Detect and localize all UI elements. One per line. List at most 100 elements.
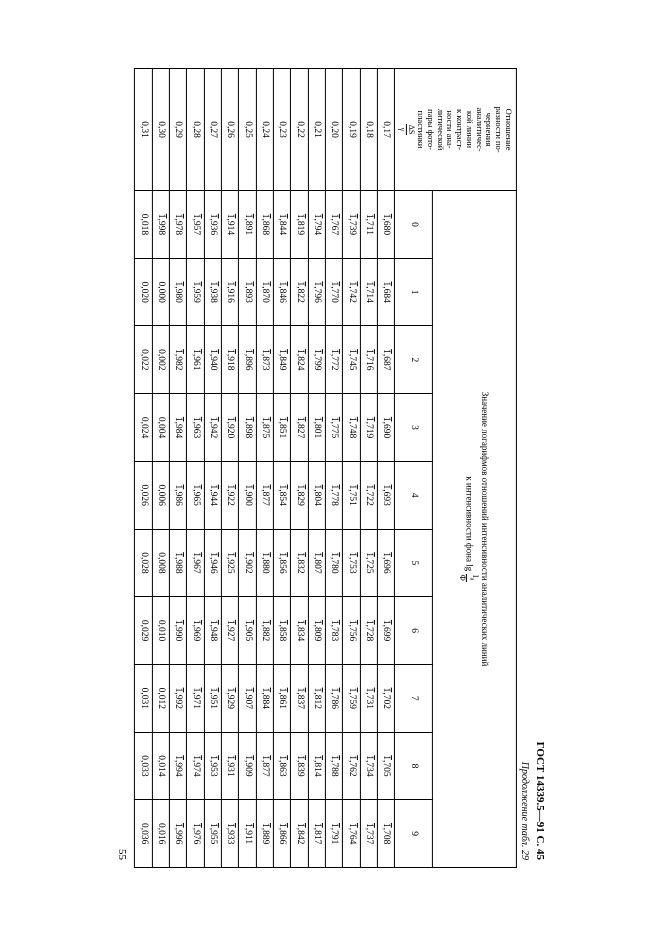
data-cell: 1,839 [290,732,307,800]
data-cell: 0,014 [151,732,168,800]
data-cell: 1,748 [342,393,359,461]
col-group-header: Значение логарифмов отношений интенсивно… [432,190,516,867]
data-cell: 1,725 [360,529,377,597]
row-header: 0,17 [377,68,394,190]
col-header: 0 [394,190,431,258]
data-cell: 1,955 [203,799,220,867]
data-cell: 1,898 [238,393,255,461]
data-cell: 1,834 [290,596,307,664]
data-cell: 1,799 [308,325,325,393]
data-cell: 1,863 [273,732,290,800]
data-cell: 1,814 [308,732,325,800]
data-cell: 1,767 [325,190,342,258]
data-cell: 1,891 [238,190,255,258]
data-cell: 1,770 [325,258,342,326]
data-cell: 0,031 [134,664,151,732]
data-cell: 1,994 [169,732,186,800]
table-row: 0,201,7671,7701,7721,7751,7781,7801,7831… [325,68,342,867]
data-cell: 1,959 [186,258,203,326]
col-header: 5 [394,529,431,597]
col-header: 1 [394,258,431,326]
data-cell: 1,944 [203,461,220,529]
data-cell: 1,804 [308,461,325,529]
data-cell: 1,794 [308,190,325,258]
data-cell: 0,006 [151,461,168,529]
row-header: 0,24 [256,68,273,190]
doc-header: ГОСТ 14339.5—91 С. 45 [533,68,545,868]
data-cell: 1,884 [256,664,273,732]
data-cell: 1,851 [273,393,290,461]
row-header: 0,28 [186,68,203,190]
row-header: 0,19 [342,68,359,190]
data-cell: 1,759 [342,664,359,732]
data-cell: 0,004 [151,393,168,461]
data-cell: 1,929 [221,664,238,732]
data-cell: 1,971 [186,664,203,732]
data-cell: 1,996 [169,799,186,867]
data-cell: 1,911 [238,799,255,867]
row-header: 0,29 [169,68,186,190]
table-body: 0,171,6801,6841,6871,6901,6931,6961,6991… [134,68,394,867]
data-cell: 0,018 [134,190,151,258]
data-cell: 1,961 [186,325,203,393]
data-cell: 1,829 [290,461,307,529]
data-cell: 1,907 [238,664,255,732]
data-cell: 1,953 [203,732,220,800]
data-cell: 1,705 [377,732,394,800]
data-cell: 1,902 [238,529,255,597]
table-row: 0,271,9361,9381,9401,9421,9441,9461,9481… [203,68,220,867]
data-cell: 1,772 [325,325,342,393]
data-cell: 1,942 [203,393,220,461]
data-cell: 1,819 [290,190,307,258]
page-container: ГОСТ 14339.5—91 С. 45 Продолжение табл. … [116,68,546,868]
data-cell: 1,889 [256,799,273,867]
row-header: 0,23 [273,68,290,190]
data-cell: 1,893 [238,258,255,326]
data-cell: 1,938 [203,258,220,326]
data-cell: 1,909 [238,732,255,800]
data-cell: 1,796 [308,258,325,326]
data-table: Отношениеразности по-черненияаналитичес-… [134,68,517,868]
data-cell: 1,914 [221,190,238,258]
row-header-title: Отношениеразности по-черненияаналитичес-… [394,68,516,190]
data-cell: 0,028 [134,529,151,597]
data-cell: 1,728 [360,596,377,664]
data-cell: 1,882 [256,596,273,664]
table-row: 0,181,7111,7141,7161,7191,7221,7251,7281… [360,68,377,867]
data-cell: 1,716 [360,325,377,393]
table-row: 0,171,6801,6841,6871,6901,6931,6961,6991… [377,68,394,867]
data-cell: 1,753 [342,529,359,597]
data-cell: 1,764 [342,799,359,867]
data-cell: 1,762 [342,732,359,800]
data-cell: 1,868 [256,190,273,258]
data-cell: 1,880 [256,529,273,597]
data-cell: 1,946 [203,529,220,597]
page-number: 55 [116,68,128,868]
col-header: 2 [394,325,431,393]
data-cell: 1,957 [186,190,203,258]
data-cell: 1,940 [203,325,220,393]
data-cell: 0,012 [151,664,168,732]
data-cell: 1,861 [273,664,290,732]
data-cell: 0,036 [134,799,151,867]
data-cell: 1,842 [290,799,307,867]
data-cell: 1,711 [360,190,377,258]
data-cell: 1,702 [377,664,394,732]
data-cell: 1,927 [221,596,238,664]
data-cell: 1,877 [256,732,273,800]
data-cell: 1,807 [308,529,325,597]
data-cell: 0,033 [134,732,151,800]
data-cell: 1,931 [221,732,238,800]
data-cell: 1,844 [273,190,290,258]
data-cell: 1,974 [186,732,203,800]
table-row: 0,261,9141,9161,9181,9201,9221,9251,9271… [221,68,238,867]
data-cell: 1,936 [203,190,220,258]
data-cell: 0,008 [151,529,168,597]
data-cell: 1,680 [377,190,394,258]
data-cell: 1,745 [342,325,359,393]
data-cell: 1,978 [169,190,186,258]
table-row: 0,241,8681,8701,8731,8751,8771,8801,8821… [256,68,273,867]
data-cell: 1,982 [169,325,186,393]
data-cell: 1,775 [325,393,342,461]
row-header: 0,18 [360,68,377,190]
